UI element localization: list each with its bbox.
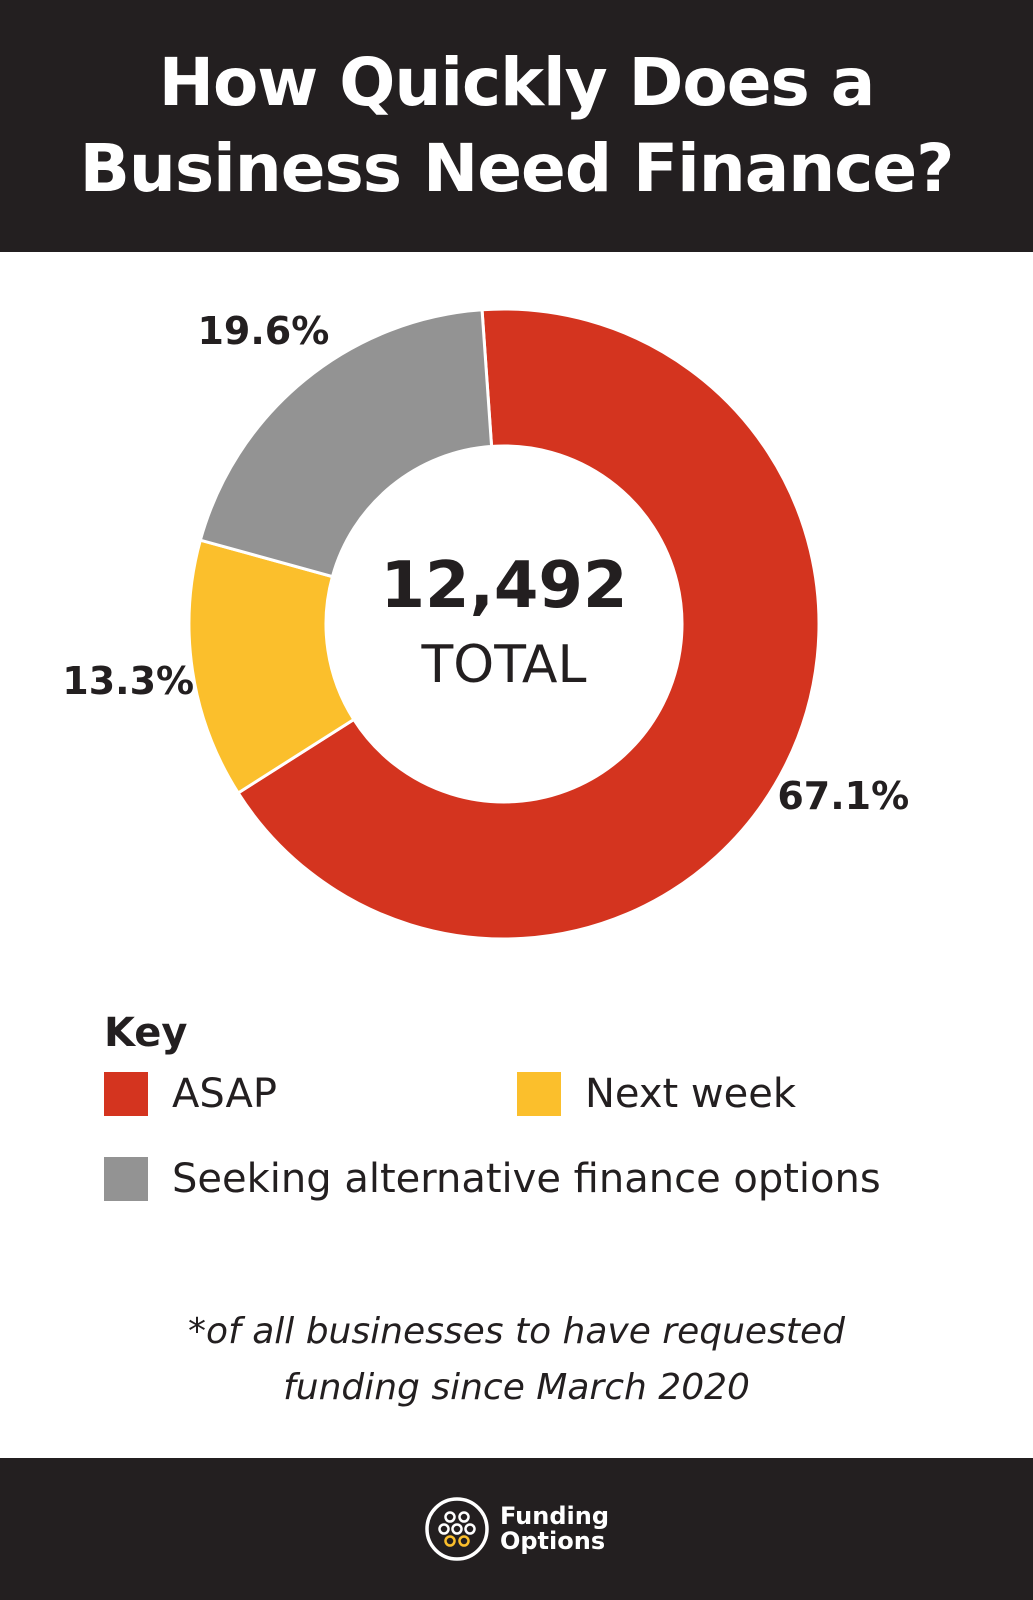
brand-line-1: Funding xyxy=(499,1502,610,1530)
slice-value-label-asap: 67.1% xyxy=(777,774,909,818)
donut-chart: 12,492 TOTAL 67.1% 13.3% 19.6% xyxy=(62,307,909,941)
legend-swatch-seeking-alternative xyxy=(104,1157,148,1201)
legend-item-asap: ASAP xyxy=(104,1071,277,1117)
slice-value-label-seeking-alternative-finance-options: 19.6% xyxy=(197,309,329,353)
legend-label-seeking-alternative: Seeking alternative finance options xyxy=(172,1156,881,1202)
footer-banner: Funding Options xyxy=(0,1458,1033,1600)
chart-title-line-2: Business Need Finance? xyxy=(79,130,955,207)
legend-title: Key xyxy=(104,1010,188,1056)
footnote-line-2: funding since March 2020 xyxy=(283,1367,750,1408)
center-total-label: TOTAL xyxy=(421,635,587,695)
legend-label-next-week: Next week xyxy=(585,1071,796,1117)
legend-swatch-next-week xyxy=(517,1072,561,1116)
footnote: *of all businesses to have requested fun… xyxy=(0,1304,1033,1416)
legend-item-next-week: Next week xyxy=(517,1071,796,1117)
funding-options-logo-icon xyxy=(425,1497,489,1561)
title-banner: How Quickly Does a Business Need Finance… xyxy=(0,0,1033,252)
chart-title-line-1: How Quickly Does a xyxy=(158,44,876,121)
legend-swatch-asap xyxy=(104,1072,148,1116)
footnote-line-1: *of all businesses to have requested xyxy=(188,1311,845,1352)
legend-item-seeking-alternative: Seeking alternative finance options xyxy=(104,1156,881,1202)
slice-value-label-next-week: 13.3% xyxy=(62,659,194,703)
brand-line-2: Options xyxy=(499,1527,606,1555)
donut-slice-seeking-alternative-finance-options xyxy=(198,308,494,579)
legend-label-asap: ASAP xyxy=(172,1071,277,1117)
center-total-value: 12,492 xyxy=(381,549,628,623)
brand-name: Funding Options xyxy=(500,1504,609,1554)
donut-slice-asap xyxy=(236,307,821,941)
